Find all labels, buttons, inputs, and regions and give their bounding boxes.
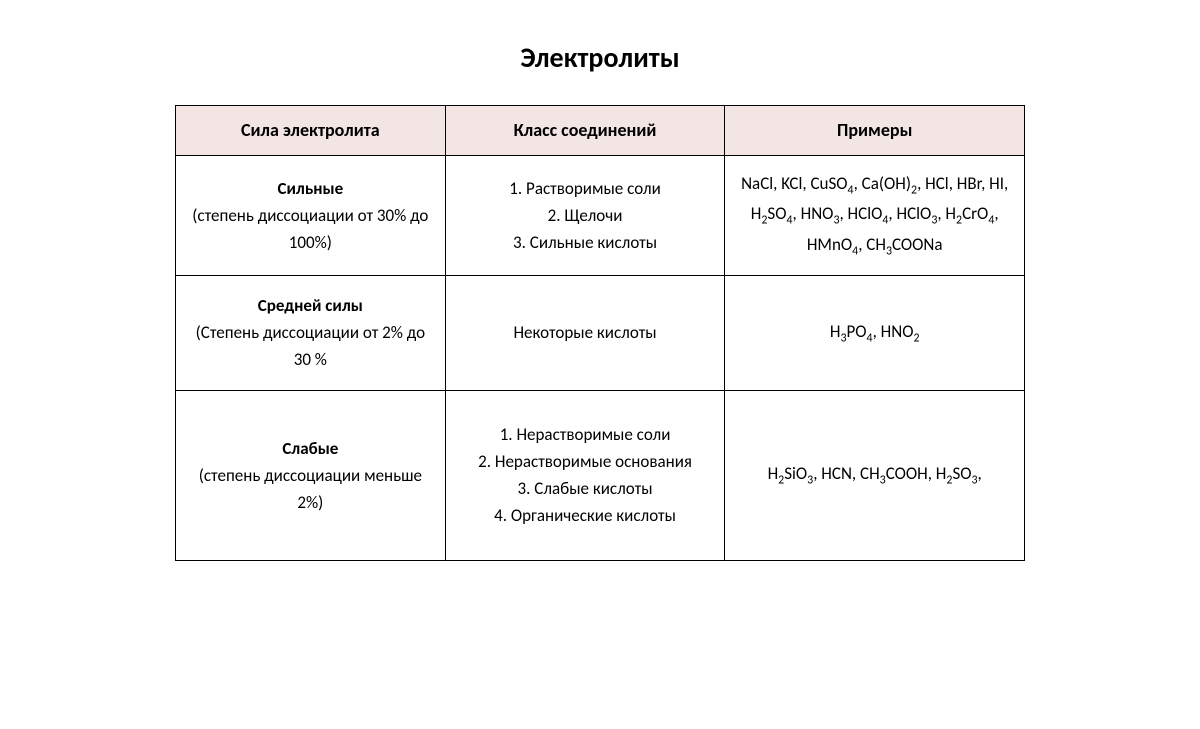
cell-strong-strength: Сильные (степень диссоциации от 30% до 1… <box>176 155 446 275</box>
strength-note: (степень диссоциации меньше 2%) <box>199 465 422 513</box>
header-class: Класс соединений <box>445 106 725 156</box>
strength-title: Средней силы <box>258 295 363 316</box>
table-header-row: Сила электролита Класс соединений Пример… <box>176 106 1025 156</box>
strength-note: (Степень диссоциации от 2% до 30 % <box>196 322 425 370</box>
cell-medium-class: Некоторые кислоты <box>445 275 725 390</box>
strength-note: (степень диссоциации от 30% до 100%) <box>192 205 428 253</box>
class-item: 2. Нерастворимые основания <box>478 451 692 472</box>
header-strength: Сила электролита <box>176 106 446 156</box>
class-item: 1. Нерастворимые соли <box>500 424 671 445</box>
cell-medium-examples: H3PO4, HNO2 <box>725 275 1025 390</box>
table-row: Сильные (степень диссоциации от 30% до 1… <box>176 155 1025 275</box>
class-item: 2. Щелочи <box>548 205 623 226</box>
cell-medium-strength: Средней силы (Степень диссоциации от 2% … <box>176 275 446 390</box>
table-row: Слабые (степень диссоциации меньше 2%) 1… <box>176 390 1025 560</box>
electrolytes-table: Сила электролита Класс соединений Пример… <box>175 105 1025 561</box>
table-row: Средней силы (Степень диссоциации от 2% … <box>176 275 1025 390</box>
class-text: Некоторые кислоты <box>513 322 656 343</box>
page-title: Электролиты <box>0 40 1200 75</box>
cell-strong-examples: NaCl, KCl, CuSO4, Ca(OH)2, HCl, HBr, HI,… <box>725 155 1025 275</box>
class-item: 3. Сильные кислоты <box>513 232 657 253</box>
strength-title: Слабые <box>282 438 338 459</box>
strength-title: Сильные <box>277 178 343 199</box>
class-item: 3. Слабые кислоты <box>518 478 653 499</box>
class-item: 1. Растворимые соли <box>509 178 661 199</box>
cell-weak-class: 1. Нерастворимые соли 2. Нерастворимые о… <box>445 390 725 560</box>
cell-weak-examples: H2SiO3, HCN, CH3COOH, H2SO3, <box>725 390 1025 560</box>
cell-weak-strength: Слабые (степень диссоциации меньше 2%) <box>176 390 446 560</box>
class-item: 4. Органические кислоты <box>494 505 676 526</box>
header-examples: Примеры <box>725 106 1025 156</box>
table-container: Сила электролита Класс соединений Пример… <box>0 105 1200 561</box>
cell-strong-class: 1. Растворимые соли 2. Щелочи 3. Сильные… <box>445 155 725 275</box>
